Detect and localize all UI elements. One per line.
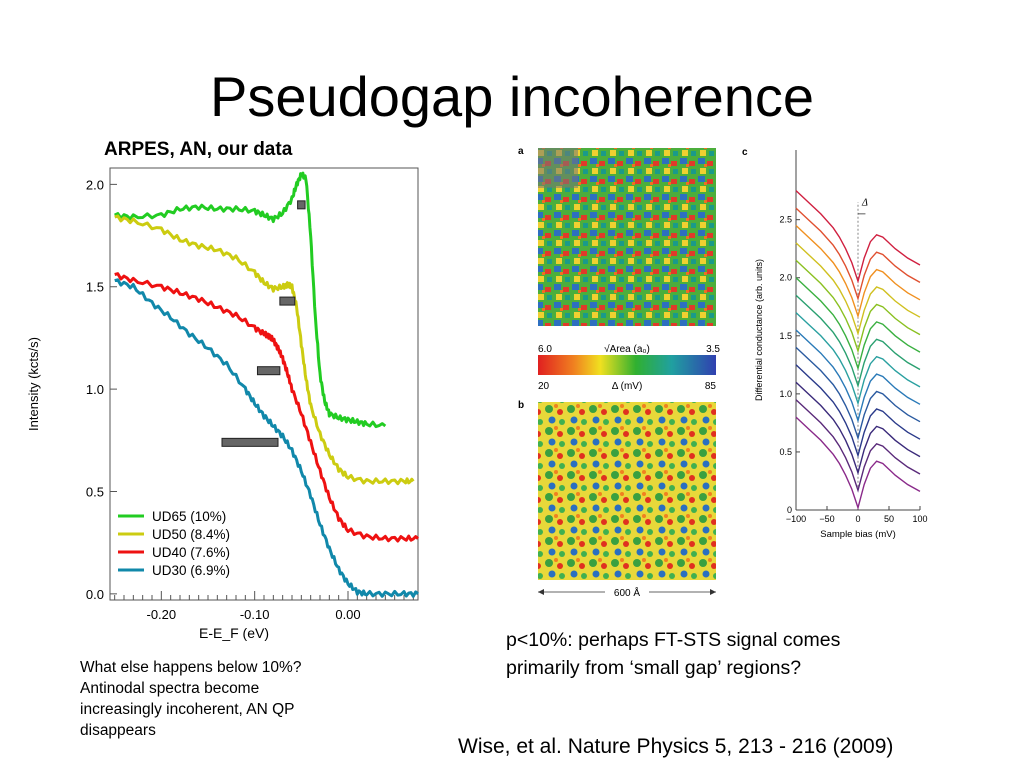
legend-label: UD50 (8.4%) (152, 527, 230, 542)
colorbar-bottom-right: 85 (705, 381, 717, 392)
gap-map-image (538, 402, 716, 580)
note-right: p<10%: perhaps FT-STS signal comes prima… (506, 626, 966, 682)
x-tick-label: -0.20 (147, 607, 177, 622)
slide-title: Pseudogap incoherence (209, 65, 815, 128)
x-tick-label: 0.00 (335, 607, 360, 622)
y-tick-label: 0.5 (86, 484, 104, 499)
y-axis-label: Differential conductance (arb. units) (754, 259, 764, 401)
note-left-line: Antinodal spectra become (80, 680, 260, 697)
x-axis-label: Sample bias (mV) (820, 529, 896, 540)
note-right-line: p<10%: perhaps FT-STS signal comes (506, 629, 841, 651)
spectrum-line (795, 259, 921, 354)
scale-label-bg (605, 586, 649, 598)
legend-label: UD30 (6.9%) (152, 563, 230, 578)
y-tick-label: 1.0 (779, 389, 792, 399)
arpes-chart: 0.0 0.5 1.0 1.5 2.0 -0.20 -0.10 0.00 E-E_F (eV) I… (26, 167, 419, 641)
scale-label: 600 Å (614, 586, 640, 599)
spectrum-line (795, 242, 921, 336)
sts-chart: c 0 0.5 1.0 1.5 2.0 2.5 −100 −50 0 50 100 Sample bia… (742, 147, 928, 540)
stm-maps-panel: a 6.0 √Area (a₀) 3.5 20 Δ (mV) 85 b 600 … (518, 146, 720, 599)
spectrum-line (795, 190, 921, 284)
spectrum-line (795, 346, 921, 441)
y-tick-label: 1.0 (86, 382, 104, 397)
x-tick-label: 50 (884, 514, 894, 524)
panel-a-label: a (518, 146, 524, 157)
arpes-label: ARPES, AN, our data (104, 139, 293, 160)
delta-annotation: Δ (861, 198, 868, 209)
y-tick-label: 2.0 (779, 273, 792, 283)
spectrum-line (795, 329, 921, 424)
y-tick-label: 1.5 (779, 331, 792, 341)
series-line-ud65 (114, 171, 387, 429)
colorbar (538, 355, 716, 375)
series-line-ud50 (114, 214, 415, 486)
y-tick-label: 0.0 (86, 587, 104, 602)
x-tick-label: 100 (912, 514, 927, 524)
colorbar-top-left: 6.0 (538, 344, 552, 355)
panel-c-label: c (742, 147, 748, 158)
legend-label: UD40 (7.6%) (152, 545, 230, 560)
energy-resolution-box (221, 437, 279, 447)
spectrum-line (795, 364, 921, 458)
panel-b-label: b (518, 400, 524, 411)
y-axis-label: Intensity (kcts/s) (26, 337, 41, 431)
y-tick-label: 2.5 (779, 215, 792, 225)
energy-resolution-box (279, 296, 296, 306)
energy-resolution-box (297, 200, 306, 210)
x-tick-label: −100 (786, 514, 806, 524)
spectrum-line (795, 399, 921, 493)
x-tick-label: -0.10 (240, 607, 270, 622)
spectrum-line (795, 416, 921, 511)
colorbar-top-title: √Area (a₀) (604, 343, 650, 355)
x-tick-label: −50 (819, 514, 834, 524)
colorbar-top-right: 3.5 (706, 344, 720, 355)
series-line-ud30 (114, 278, 419, 598)
spectrum-line (795, 294, 921, 389)
legend-label: UD65 (10%) (152, 509, 226, 524)
y-tick-label: 0 (787, 505, 792, 515)
note-right-line: primarily from ‘small gap’ regions? (506, 657, 802, 679)
y-tick-label: 0.5 (779, 447, 792, 457)
y-tick-label: 2.0 (86, 177, 104, 192)
energy-resolution-box (256, 366, 281, 376)
note-left-line: increasingly incoherent, AN QP (80, 701, 295, 718)
series-line-ud40 (114, 272, 419, 543)
citation: Wise, et al. Nature Physics 5, 213 - 216… (458, 735, 894, 758)
x-axis-label: E-E_F (eV) (199, 625, 269, 641)
note-left: What else happens below 10%? Antinodal s… (80, 657, 380, 741)
topography-overlay (538, 148, 578, 188)
spectrum-line (795, 224, 921, 319)
spectrum-line (795, 207, 921, 302)
note-left-line: disappears (80, 722, 156, 739)
spectrum-line (795, 312, 921, 406)
colorbar-bottom-title: Δ (mV) (612, 381, 643, 392)
x-tick-label: 0 (855, 514, 860, 524)
spectrum-line (795, 381, 921, 476)
spectrum-line (795, 277, 921, 371)
y-tick-label: 1.5 (86, 280, 104, 295)
colorbar-bottom-left: 20 (538, 381, 550, 392)
note-left-line: What else happens below 10%? (80, 659, 302, 676)
